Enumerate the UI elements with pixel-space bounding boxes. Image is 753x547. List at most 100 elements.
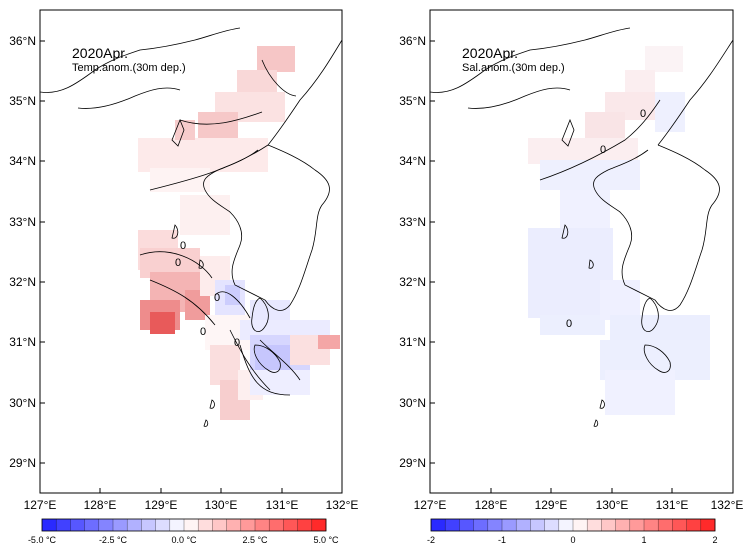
colorbar-swatch [587, 519, 602, 531]
colorbar-swatch [70, 519, 85, 531]
colorbar-swatch [113, 519, 128, 531]
colorbar-swatch [644, 519, 659, 531]
colorbar-swatch [184, 519, 199, 531]
temp-colorbar [42, 519, 327, 531]
sal-lon-axis: 127°E 128°E 129°E 130°E 131°E 132°E [414, 498, 744, 512]
colorbar-swatch [445, 519, 460, 531]
colorbar-swatch [297, 519, 313, 531]
sal-anomaly-field [528, 46, 710, 415]
colorbar-swatch [198, 519, 213, 531]
lat-tick-label: 34°N [399, 154, 426, 168]
lat-tick-label: 32°N [399, 275, 426, 289]
lat-tick-label: 33°N [399, 215, 426, 229]
lon-tick-label: 129°E [145, 498, 178, 512]
contour-label: 0 [214, 292, 220, 304]
colorbar-swatch [84, 519, 100, 531]
temp-coastlines [39, 27, 343, 427]
lon-tick-label: 128°E [84, 498, 117, 512]
colorbar-swatch [155, 519, 171, 531]
lat-tick-label: 31°N [399, 335, 426, 349]
colorbar-label: 1 [641, 535, 646, 545]
temp-colorbar-labels: -5.0 °C -2.5 °C 0.0 °C 2.5 °C 5.0 °C [28, 535, 339, 545]
temp-contour-labels: 0 0 0 0 0 [175, 240, 240, 349]
colorbar-swatch [487, 519, 503, 531]
colorbar-label: 2 [712, 535, 717, 545]
lon-tick-label: 132°E [326, 498, 359, 512]
sal-colorbar [431, 519, 716, 531]
colorbar-swatch [700, 519, 716, 531]
lon-tick-label: 127°E [414, 498, 447, 512]
lat-tick-label: 29°N [399, 456, 426, 470]
temp-lat-axis: 29°N 30°N 31°N 32°N 33°N 34°N 35°N 36°N [9, 34, 36, 470]
colorbar-swatch [615, 519, 631, 531]
colorbar-swatch [601, 519, 616, 531]
colorbar-swatch [141, 519, 156, 531]
colorbar-swatch [558, 519, 574, 531]
lon-tick-label: 127°E [24, 498, 57, 512]
temp-lat-ticks [40, 40, 283, 493]
lat-tick-label: 35°N [399, 94, 426, 108]
colorbar-label: 0.0 °C [171, 535, 197, 545]
colorbar-swatch [686, 519, 702, 531]
colorbar-label: -1 [498, 535, 506, 545]
sal-panel-subtitle: Sal.anom.(30m dep.) [462, 62, 565, 74]
temp-lon-axis: 127°E 128°E 129°E 130°E 131°E 132°E [24, 498, 359, 512]
temp-panel-subtitle: Temp.anom.(30m dep.) [72, 62, 186, 74]
lat-tick-label: 36°N [399, 34, 426, 48]
colorbar-swatch [212, 519, 227, 531]
colorbar-swatch [226, 519, 242, 531]
colorbar-swatch [269, 519, 284, 531]
lat-tick-label: 29°N [9, 456, 36, 470]
lat-tick-label: 33°N [9, 215, 36, 229]
colorbar-swatch [255, 519, 270, 531]
colorbar-label: -5.0 °C [28, 535, 57, 545]
sal-panel-title: 2020Apr. [462, 45, 518, 61]
contour-label: 0 [640, 108, 646, 120]
lon-tick-label: 131°E [656, 498, 689, 512]
sal-lat-ticks [430, 40, 673, 493]
contour-label: 0 [234, 337, 240, 349]
colorbar-swatch [459, 519, 474, 531]
colorbar-label: 5.0 °C [313, 535, 339, 545]
temp-panel-title: 2020Apr. [72, 45, 128, 61]
lat-tick-label: 30°N [399, 396, 426, 410]
lat-tick-label: 35°N [9, 94, 36, 108]
colorbar-swatch [530, 519, 545, 531]
colorbar-label: 0 [570, 535, 575, 545]
lat-tick-label: 34°N [9, 154, 36, 168]
temp-anomaly-field [138, 46, 340, 420]
lon-tick-label: 131°E [266, 498, 299, 512]
lat-tick-label: 32°N [9, 275, 36, 289]
colorbar-label: -2 [427, 535, 435, 545]
colorbar-swatch [98, 519, 114, 531]
colorbar-swatch [658, 519, 673, 531]
contour-label: 0 [600, 144, 606, 156]
contour-label: 0 [566, 318, 572, 330]
colorbar-swatch [240, 519, 256, 531]
contour-label: 0 [175, 257, 181, 269]
colorbar-swatch [311, 519, 327, 531]
lon-tick-label: 130°E [596, 498, 629, 512]
contour-label: 0 [180, 240, 186, 252]
colorbar-label: 2.5 °C [242, 535, 268, 545]
sal-lat-axis: 29°N 30°N 31°N 32°N 33°N 34°N 35°N 36°N [399, 34, 426, 470]
temp-contours [139, 59, 301, 396]
colorbar-swatch [169, 519, 185, 531]
colorbar-swatch [283, 519, 298, 531]
colorbar-swatch [56, 519, 71, 531]
colorbar-swatch [127, 519, 142, 531]
temp-colorbar-frame [41, 518, 327, 532]
colorbar-swatch [672, 519, 687, 531]
sal-map-frame [429, 9, 734, 494]
lon-tick-label: 129°E [535, 498, 568, 512]
lon-tick-label: 128°E [475, 498, 508, 512]
lat-tick-label: 31°N [9, 335, 36, 349]
colorbar-swatch [431, 519, 446, 531]
lat-tick-label: 30°N [9, 396, 36, 410]
lon-tick-label: 132°E [711, 498, 744, 512]
sal-contour-labels: 0 0 0 [566, 108, 646, 330]
sal-coastlines [429, 27, 734, 427]
temp-panel: 0 0 0 0 0 2020Apr. Temp.anom.(30m dep.) … [9, 9, 359, 545]
contour-label: 0 [200, 326, 206, 338]
